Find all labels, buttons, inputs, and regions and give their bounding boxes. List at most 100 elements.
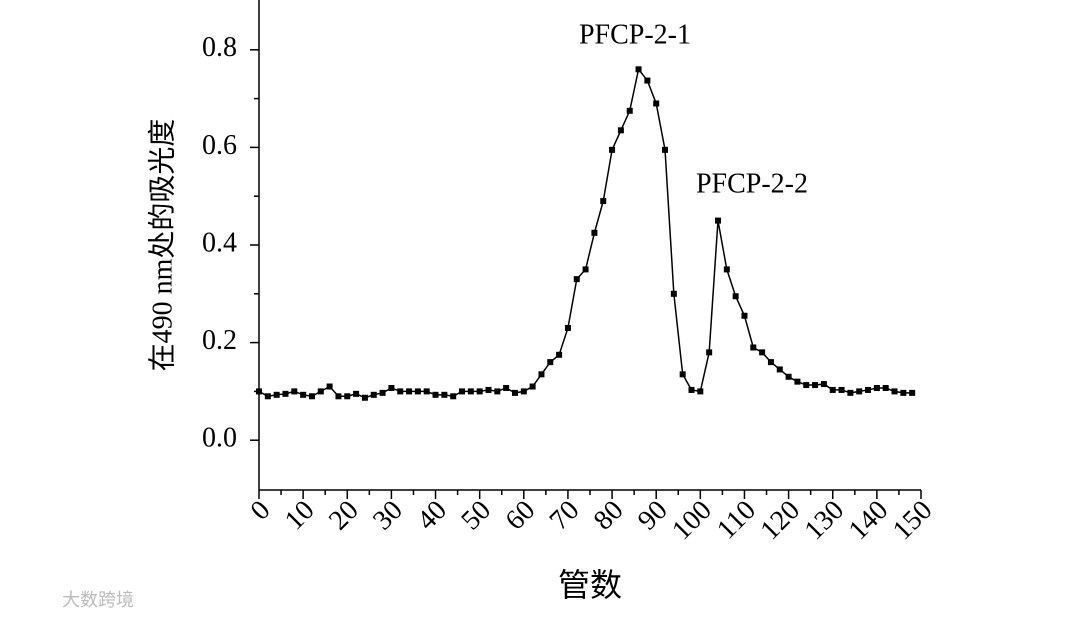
x-tick-label: 140: [843, 495, 895, 547]
point: [909, 389, 916, 396]
point: [300, 391, 307, 398]
point: [732, 293, 739, 300]
x-tick-label: 120: [754, 495, 806, 547]
point: [485, 386, 492, 393]
point: [750, 344, 757, 351]
point: [406, 388, 413, 395]
y-tick-label: 0.4: [202, 227, 237, 258]
x-tick-label: 30: [367, 495, 409, 537]
point: [344, 393, 351, 400]
y-tick-label: 0.8: [202, 32, 237, 63]
x-tick-label: 100: [666, 495, 718, 547]
point: [503, 384, 510, 391]
point: [679, 371, 686, 378]
point: [379, 389, 386, 396]
x-axis-label: 管数: [558, 567, 622, 603]
point: [847, 389, 854, 396]
x-tick-label: 60: [500, 495, 542, 537]
point: [414, 388, 421, 395]
point: [317, 388, 324, 395]
y-axis-label: 在490 nm处的吸光度: [146, 119, 178, 372]
point: [353, 390, 360, 397]
point: [820, 381, 827, 388]
point: [617, 127, 624, 134]
point: [591, 229, 598, 236]
point: [370, 391, 377, 398]
point: [838, 386, 845, 393]
x-tick-label: 40: [411, 495, 453, 537]
point: [538, 371, 545, 378]
point: [273, 391, 280, 398]
point: [891, 388, 898, 395]
x-tick-label: 90: [632, 495, 674, 537]
point: [776, 366, 783, 373]
point: [256, 388, 262, 395]
point: [511, 389, 518, 396]
point: [653, 100, 660, 107]
point: [803, 382, 810, 389]
point: [556, 351, 563, 358]
point: [564, 324, 571, 331]
y-tick-label: 0.0: [202, 423, 237, 454]
point: [432, 391, 439, 398]
annotation: PFCP-2-2: [696, 168, 808, 199]
point: [697, 388, 704, 395]
point: [609, 146, 616, 153]
x-tick-label: 130: [799, 495, 851, 547]
point: [308, 393, 315, 400]
point: [335, 393, 342, 400]
point: [882, 384, 889, 391]
point: [529, 383, 536, 390]
point: [741, 312, 748, 319]
point: [662, 146, 669, 153]
x-tick-label: 10: [279, 495, 321, 537]
point: [785, 373, 792, 380]
point: [714, 217, 721, 224]
point: [873, 384, 880, 391]
x-tick-label: 0: [245, 495, 277, 527]
point: [494, 388, 501, 395]
point: [326, 383, 333, 390]
point: [794, 378, 801, 385]
line: [258, 67, 913, 399]
point: [856, 388, 863, 395]
point: [520, 388, 527, 395]
point: [865, 386, 872, 393]
point: [547, 359, 554, 366]
point: [291, 388, 298, 395]
point: [767, 359, 774, 366]
point: [635, 66, 642, 73]
point: [670, 290, 677, 297]
point: [476, 388, 483, 395]
x-tick-label: 50: [455, 495, 497, 537]
point: [626, 107, 633, 114]
point: [812, 382, 819, 389]
point: [900, 389, 907, 396]
point: [759, 349, 766, 356]
point: [467, 388, 474, 395]
x-tick-label: 110: [711, 495, 762, 546]
point: [388, 384, 395, 391]
point: [688, 386, 695, 393]
point: [423, 388, 430, 395]
watermark: 大数跨境: [62, 590, 134, 611]
point: [706, 349, 713, 356]
point: [282, 390, 289, 397]
x-tick-label: 20: [323, 495, 365, 537]
point: [582, 266, 589, 273]
y-tick-label: 0.6: [202, 130, 237, 161]
x-tick-label: 70: [544, 495, 586, 537]
x-tick-label: 80: [588, 495, 630, 537]
x-tick-label: 150: [887, 495, 939, 547]
point: [829, 386, 836, 393]
point: [397, 388, 404, 395]
annotation: PFCP-2-1: [579, 19, 691, 50]
point: [450, 393, 457, 400]
point: [723, 266, 730, 273]
point: [264, 393, 271, 400]
point: [361, 394, 368, 401]
point: [441, 391, 448, 398]
y-tick-label: 0.2: [202, 325, 237, 356]
point: [459, 388, 466, 395]
